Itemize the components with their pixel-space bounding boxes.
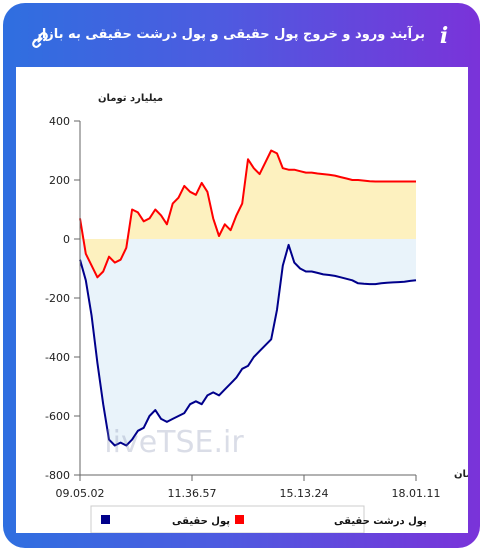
chart-title: برآیند ورود و خروج پول حقیقی و پول درشت … bbox=[34, 27, 425, 42]
y-tick-label: 0 bbox=[63, 233, 70, 246]
x-tick-label: 15.13.24 bbox=[280, 487, 329, 500]
y-tick-label: -800 bbox=[45, 469, 70, 482]
y-axis-label: میلیارد تومان bbox=[98, 93, 163, 104]
legend: پول حقیقی پول درشت حقیقی bbox=[90, 505, 427, 534]
series-line-1 bbox=[79, 149, 416, 279]
series-area-0 bbox=[80, 239, 416, 446]
card-header: برآیند ورود و خروج پول حقیقی و پول درشت … bbox=[3, 3, 480, 69]
info-icon[interactable]: i bbox=[439, 23, 449, 49]
chart-card: برآیند ورود و خروج پول حقیقی و پول درشت … bbox=[3, 3, 480, 548]
y-tick-label: -200 bbox=[45, 292, 70, 305]
x-axis-label: زمان bbox=[454, 469, 468, 480]
link-icon[interactable] bbox=[31, 31, 49, 49]
x-tick-label: 18.01.11 bbox=[392, 487, 441, 500]
y-tick-label: 400 bbox=[49, 115, 70, 128]
watermark: liveTSE.ir bbox=[104, 425, 244, 460]
y-tick-label: -600 bbox=[45, 410, 70, 423]
y-tick-label: -400 bbox=[45, 351, 70, 364]
series-line-0 bbox=[79, 243, 417, 447]
legend-swatch-blue bbox=[101, 515, 110, 524]
legend-swatch-red bbox=[235, 515, 244, 524]
x-tick-label: 09.05.02 bbox=[56, 487, 105, 500]
y-tick-label: 200 bbox=[49, 174, 70, 187]
chart-panel: 400 200 0 -200 -400 -600 -800 09.05.02 11.36.57 1… bbox=[16, 67, 478, 534]
series-area-1 bbox=[80, 150, 416, 278]
legend-label-blue: پول حقیقی bbox=[172, 516, 230, 527]
chart-svg: 400 200 0 -200 -400 -600 -800 09.05.02 11.36.57 1… bbox=[45, 93, 478, 534]
legend-label-red: پول درشت حقیقی bbox=[334, 516, 427, 527]
x-tick-label: 11.36.57 bbox=[168, 487, 217, 500]
